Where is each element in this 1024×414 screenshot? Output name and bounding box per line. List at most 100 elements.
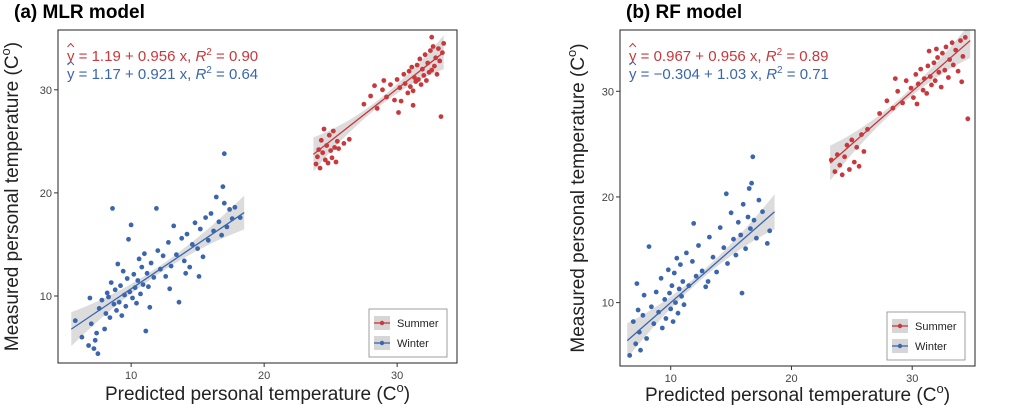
equation-winter: y = 1.17 + 0.921 x, R2 = 0.64	[67, 65, 258, 83]
x-tick-label: 30	[906, 373, 918, 385]
data-point-winter	[143, 328, 149, 334]
legend-label-summer: Summer	[915, 321, 957, 333]
fit-line-winter	[70, 211, 245, 330]
data-point-winter	[114, 308, 119, 313]
data-point-winter	[669, 283, 675, 289]
data-point-summer	[396, 110, 401, 115]
data-point-summer	[949, 40, 955, 46]
equation-r-superscript: 2	[206, 47, 212, 58]
data-point-summer	[406, 68, 412, 74]
data-point-winter	[671, 270, 677, 276]
data-point-winter	[124, 276, 130, 281]
data-point-summer	[441, 41, 447, 46]
data-point-summer	[965, 116, 971, 122]
data-point-winter	[139, 264, 145, 270]
y-axis-title-superscript: o	[564, 50, 579, 57]
data-point-winter	[699, 268, 705, 274]
data-point-winter	[630, 319, 636, 324]
data-point-winter	[108, 280, 114, 285]
data-point-summer	[402, 81, 408, 86]
equation-r-symbol: R	[766, 66, 777, 83]
data-point-summer	[409, 64, 415, 70]
data-point-summer	[326, 132, 332, 138]
data-point-winter	[184, 231, 190, 237]
data-point-winter	[107, 315, 113, 320]
data-point-winter	[740, 201, 746, 207]
y-axis-title-superscript: o	[0, 48, 13, 55]
y-axis-title: Measured personal temperature (Co)	[0, 42, 23, 351]
plot-area	[70, 34, 447, 357]
data-point-winter	[92, 337, 98, 343]
data-point-summer	[943, 44, 949, 50]
data-point-winter	[679, 293, 684, 299]
data-point-summer	[932, 78, 938, 84]
data-point-summer	[929, 82, 934, 88]
data-point-winter	[670, 319, 676, 324]
data-point-winter	[221, 151, 227, 157]
data-point-summer	[849, 137, 855, 143]
data-point-winter	[205, 237, 211, 243]
data-point-winter	[72, 318, 78, 324]
data-point-summer	[394, 77, 400, 82]
x-tick-label: 20	[785, 373, 797, 385]
equation-winter: y = −0.304 + 1.03 x, R2 = 0.71	[629, 65, 829, 83]
data-point-summer	[851, 159, 857, 165]
equation-r-superscript: 2	[777, 47, 783, 58]
data-point-summer	[330, 128, 336, 134]
data-point-winter	[728, 210, 734, 216]
data-point-winter	[189, 242, 195, 247]
equation-r-symbol: R	[195, 66, 206, 83]
data-point-winter	[731, 236, 736, 242]
data-point-summer	[895, 88, 901, 94]
data-point-winter	[122, 292, 127, 298]
data-point-winter	[213, 194, 219, 200]
data-point-winter	[174, 252, 179, 258]
legend: Summer Winter	[886, 311, 966, 361]
data-point-summer	[828, 157, 834, 163]
data-point-winter	[88, 321, 94, 327]
data-point-summer	[421, 73, 427, 78]
data-point-summer	[834, 152, 840, 158]
data-point-winter	[751, 217, 757, 223]
data-point-summer	[934, 46, 939, 52]
data-point-winter	[131, 271, 137, 277]
data-point-summer	[372, 83, 377, 89]
data-point-winter	[738, 232, 744, 238]
data-point-winter	[87, 295, 93, 301]
data-point-winter	[187, 264, 193, 270]
data-point-winter	[211, 228, 217, 234]
data-point-summer	[434, 71, 440, 77]
data-point-summer	[361, 101, 367, 107]
y-axis-title-text: Measured personal temperature (C	[568, 57, 589, 353]
data-point-winter	[112, 287, 118, 293]
data-point-summer	[398, 98, 404, 104]
equation-summer: y = 1.19 + 0.956 x, R2 = 0.90	[67, 47, 258, 65]
data-point-winter	[168, 263, 174, 269]
data-point-summer	[903, 78, 909, 84]
y-axis-title-close: )	[2, 42, 23, 48]
data-point-summer	[962, 35, 968, 40]
data-point-winter	[138, 291, 143, 297]
data-point-winter	[684, 250, 689, 256]
equation-summer: y = 0.967 + 0.956 x, R2 = 0.89	[629, 47, 828, 65]
data-point-winter	[749, 180, 754, 186]
x-tick-label: 10	[125, 370, 137, 382]
data-point-winter	[690, 259, 695, 264]
data-point-summer	[332, 145, 337, 150]
data-point-winter	[120, 268, 126, 274]
data-point-summer	[324, 143, 330, 148]
data-point-winter	[686, 283, 692, 289]
data-point-winter	[673, 300, 678, 305]
data-point-summer	[313, 161, 319, 167]
data-point-winter	[128, 222, 134, 228]
data-point-winter	[627, 353, 633, 358]
data-point-summer	[328, 148, 334, 154]
data-point-winter	[219, 232, 225, 238]
data-point-winter	[118, 283, 123, 289]
data-point-winter	[86, 343, 91, 348]
data-point-summer	[842, 154, 847, 160]
data-point-summer	[333, 159, 339, 165]
data-point-summer	[425, 60, 431, 66]
